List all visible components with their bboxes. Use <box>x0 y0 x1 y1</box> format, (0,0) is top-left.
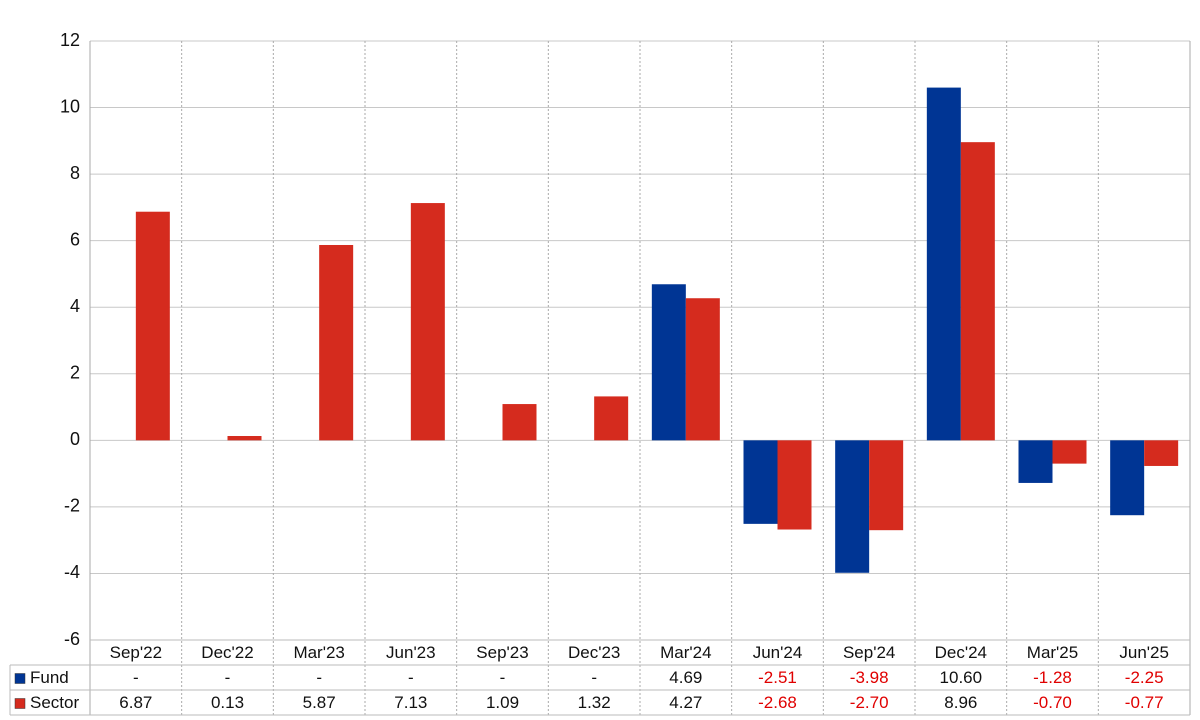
table-value: 1.09 <box>486 693 519 712</box>
table-value: - <box>408 668 414 687</box>
y-tick-label: 0 <box>70 429 80 449</box>
table-value: - <box>316 668 322 687</box>
table-value: -1.28 <box>1033 668 1072 687</box>
bar <box>227 436 262 441</box>
bar <box>135 211 170 441</box>
x-tick-label: Sep'24 <box>843 643 895 662</box>
x-tick-label: Mar'25 <box>1027 643 1078 662</box>
bar <box>1018 440 1053 483</box>
table-value: -0.70 <box>1033 693 1072 712</box>
table-value: -0.77 <box>1125 693 1164 712</box>
table-value: - <box>500 668 506 687</box>
x-tick-label: Sep'23 <box>476 643 528 662</box>
table-value: 0.13 <box>211 693 244 712</box>
bar <box>594 396 629 441</box>
legend-swatch <box>14 698 26 709</box>
bar <box>777 440 812 530</box>
table-value: 1.32 <box>578 693 611 712</box>
table-value: -3.98 <box>850 668 889 687</box>
bar <box>1110 440 1145 516</box>
bar <box>319 244 354 441</box>
x-tick-label: Dec'24 <box>935 643 987 662</box>
bar <box>869 440 904 531</box>
bar <box>960 142 995 441</box>
table-value: -2.68 <box>758 693 797 712</box>
table-value: 6.87 <box>119 693 152 712</box>
x-tick-label: Dec'22 <box>201 643 253 662</box>
table-value: 5.87 <box>303 693 336 712</box>
y-tick-label: -4 <box>64 562 80 582</box>
table-value: 4.27 <box>669 693 702 712</box>
legend-swatch <box>14 673 26 684</box>
x-tick-label: Sep'22 <box>110 643 162 662</box>
y-tick-label: 6 <box>70 229 80 249</box>
bar <box>926 87 961 441</box>
x-tick-label: Jun'24 <box>753 643 803 662</box>
y-tick-label: 4 <box>70 296 80 316</box>
x-tick-label: Jun'25 <box>1119 643 1169 662</box>
table-value: - <box>225 668 231 687</box>
bar <box>1144 440 1179 466</box>
y-tick-label: 2 <box>70 363 80 383</box>
bar <box>651 284 686 441</box>
table-value: -2.70 <box>850 693 889 712</box>
legend-label: Sector <box>30 693 79 712</box>
table-value: - <box>133 668 139 687</box>
y-tick-label: 12 <box>60 30 80 50</box>
bar <box>835 440 870 573</box>
table-value: -2.25 <box>1125 668 1164 687</box>
table-value: 7.13 <box>394 693 427 712</box>
table-value: - <box>591 668 597 687</box>
legend-label: Fund <box>30 668 69 687</box>
x-tick-label: Dec'23 <box>568 643 620 662</box>
y-tick-label: 10 <box>60 96 80 116</box>
y-tick-label: -6 <box>64 629 80 649</box>
table-value: 8.96 <box>944 693 977 712</box>
bar <box>502 404 537 441</box>
x-tick-label: Mar'23 <box>293 643 344 662</box>
y-tick-label: 8 <box>70 163 80 183</box>
x-tick-label: Mar'24 <box>660 643 711 662</box>
y-tick-label: -2 <box>64 496 80 516</box>
bar <box>743 440 778 524</box>
bar <box>1052 440 1087 464</box>
bar <box>685 298 720 441</box>
x-tick-label: Jun'23 <box>386 643 436 662</box>
bar <box>410 203 445 441</box>
table-value: 10.60 <box>940 668 983 687</box>
table-value: 4.69 <box>669 668 702 687</box>
table-value: -2.51 <box>758 668 797 687</box>
